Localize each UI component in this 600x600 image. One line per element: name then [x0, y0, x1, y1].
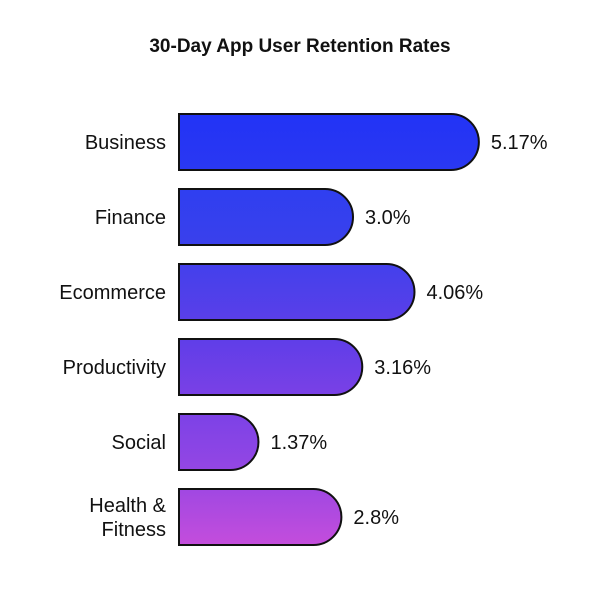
- bar-finance: [178, 188, 355, 246]
- value-label: 3.16%: [374, 357, 431, 379]
- category-label: Fitness: [102, 519, 166, 541]
- bar-ecommerce: [178, 263, 416, 321]
- category-label: Health &: [89, 495, 166, 517]
- bar-health-fitness: [178, 488, 343, 546]
- bar-productivity: [178, 338, 364, 396]
- value-label: 4.06%: [426, 282, 483, 304]
- value-label: 2.8%: [353, 507, 399, 529]
- value-label: 1.37%: [270, 432, 327, 454]
- category-label: Ecommerce: [59, 282, 166, 304]
- value-label: 3.0%: [365, 207, 411, 229]
- chart-title: 30-Day App User Retention Rates: [149, 36, 451, 57]
- category-label: Productivity: [63, 357, 166, 379]
- bar-social: [178, 413, 260, 471]
- category-label: Finance: [95, 207, 166, 229]
- category-label: Social: [112, 432, 166, 454]
- bar-business: [178, 113, 480, 171]
- value-label: 5.17%: [491, 132, 548, 154]
- category-label: Business: [85, 132, 166, 154]
